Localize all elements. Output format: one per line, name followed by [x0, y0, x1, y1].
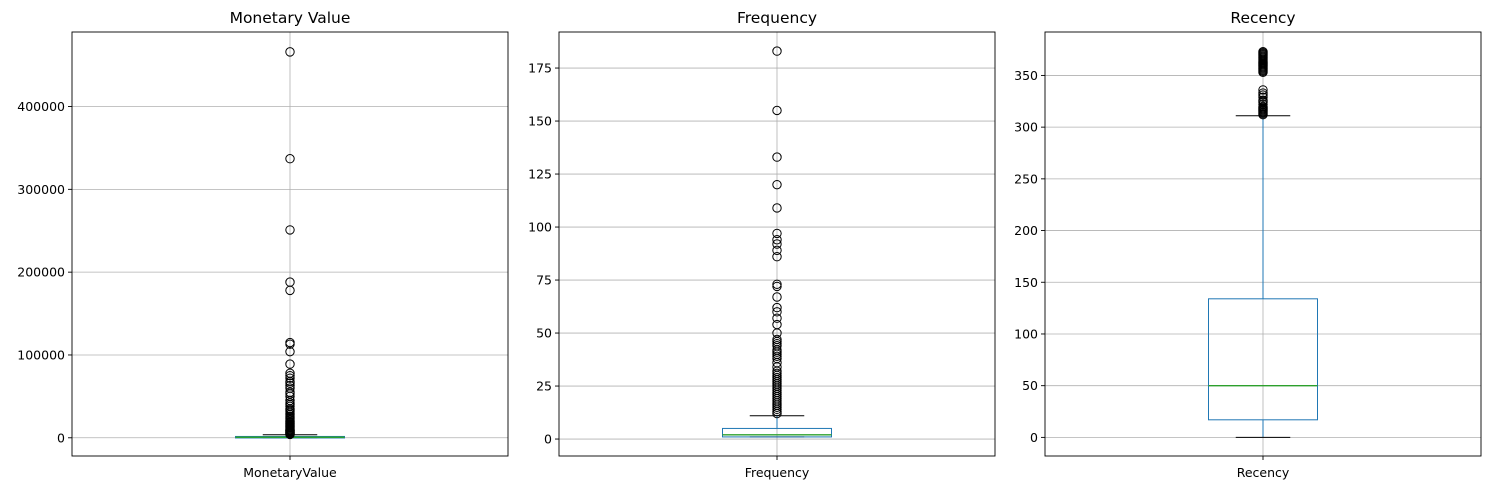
x-tick-label: Recency	[1237, 465, 1290, 480]
outlier-point	[1258, 88, 1268, 98]
outlier-point	[772, 46, 782, 56]
outlier-point	[285, 277, 295, 287]
outlier-point	[285, 373, 295, 383]
outlier-point	[772, 279, 782, 289]
outlier-point	[285, 383, 295, 393]
y-tick-label: 300000	[17, 182, 65, 197]
outlier-point	[772, 368, 782, 379]
outlier-point	[772, 319, 782, 330]
y-tick-label: 200000	[17, 265, 65, 280]
outlier-point	[772, 338, 782, 349]
outlier-point	[1258, 85, 1268, 95]
outlier-point	[285, 346, 295, 357]
outlier-point	[772, 302, 782, 313]
boxplot-panel-2: 0 25 50 75 100 125 150 175 Frequency Frequency	[528, 9, 996, 480]
outlier-point	[772, 372, 782, 383]
outlier-point	[772, 203, 782, 213]
x-tick-label: Frequency	[745, 465, 810, 480]
outlier-point	[285, 380, 295, 391]
y-tick-label: 125	[528, 167, 552, 182]
y-tick-label: 0	[1030, 430, 1038, 445]
y-tick-label: 250	[1014, 171, 1038, 186]
y-tick-label: 400000	[17, 99, 65, 114]
outlier-point	[772, 307, 782, 317]
outlier-point	[285, 337, 295, 348]
outlier-point	[285, 225, 295, 235]
outlier-point	[772, 245, 782, 256]
y-tick-label: 100000	[17, 347, 65, 362]
outlier-point	[772, 351, 782, 362]
chart-title: Monetary Value	[230, 9, 351, 27]
iqr-box	[722, 427, 832, 438]
y-tick-label: 200	[1014, 223, 1038, 238]
y-tick-label: 0	[544, 432, 552, 447]
y-tick-label: 100	[528, 220, 552, 235]
outlier-point	[772, 281, 782, 292]
outlier-point	[772, 235, 782, 245]
outlier-point	[1258, 95, 1268, 105]
y-tick-label: 50	[536, 326, 552, 341]
outlier-point	[772, 313, 782, 323]
chart-title: Frequency	[737, 9, 817, 27]
y-tick-label: 150	[1014, 275, 1038, 290]
outlier-point	[285, 368, 295, 378]
x-tick-label: MonetaryValue	[243, 465, 337, 480]
outlier-point	[772, 179, 782, 190]
y-tick-label: 175	[528, 61, 552, 76]
outlier-point	[772, 239, 782, 249]
y-tick-label: 100	[1014, 326, 1038, 341]
outlier-point	[772, 152, 782, 162]
outlier-point	[285, 370, 295, 381]
boxplot-panel-3: 0 50 100 150 200 250 300 350 Recency Recency	[1014, 9, 1482, 480]
outlier-point	[772, 292, 782, 302]
outlier-point	[1258, 46, 1268, 57]
outlier-point	[285, 359, 295, 369]
y-tick-label: 150	[528, 114, 552, 129]
outlier-point	[285, 47, 295, 57]
y-tick-label: 50	[1022, 378, 1038, 393]
outlier-point	[772, 252, 782, 262]
iqr-box	[1208, 298, 1318, 421]
outlier-point	[772, 334, 782, 345]
outlier-point	[772, 228, 782, 239]
boxplot-panel-1: 0 100000 200000 300000 400000 MonetaryValue Mo…	[17, 9, 509, 480]
y-tick-label: 25	[536, 379, 552, 394]
y-tick-label: 350	[1014, 68, 1038, 83]
outlier-point	[285, 154, 295, 164]
outlier-point	[772, 105, 782, 116]
y-tick-label: 75	[536, 273, 552, 288]
y-tick-label: 300	[1014, 120, 1038, 135]
y-tick-label: 0	[57, 430, 65, 445]
outlier-point	[772, 341, 782, 351]
outlier-point	[285, 387, 295, 397]
chart-title: Recency	[1230, 9, 1295, 27]
outlier-point	[285, 398, 295, 408]
